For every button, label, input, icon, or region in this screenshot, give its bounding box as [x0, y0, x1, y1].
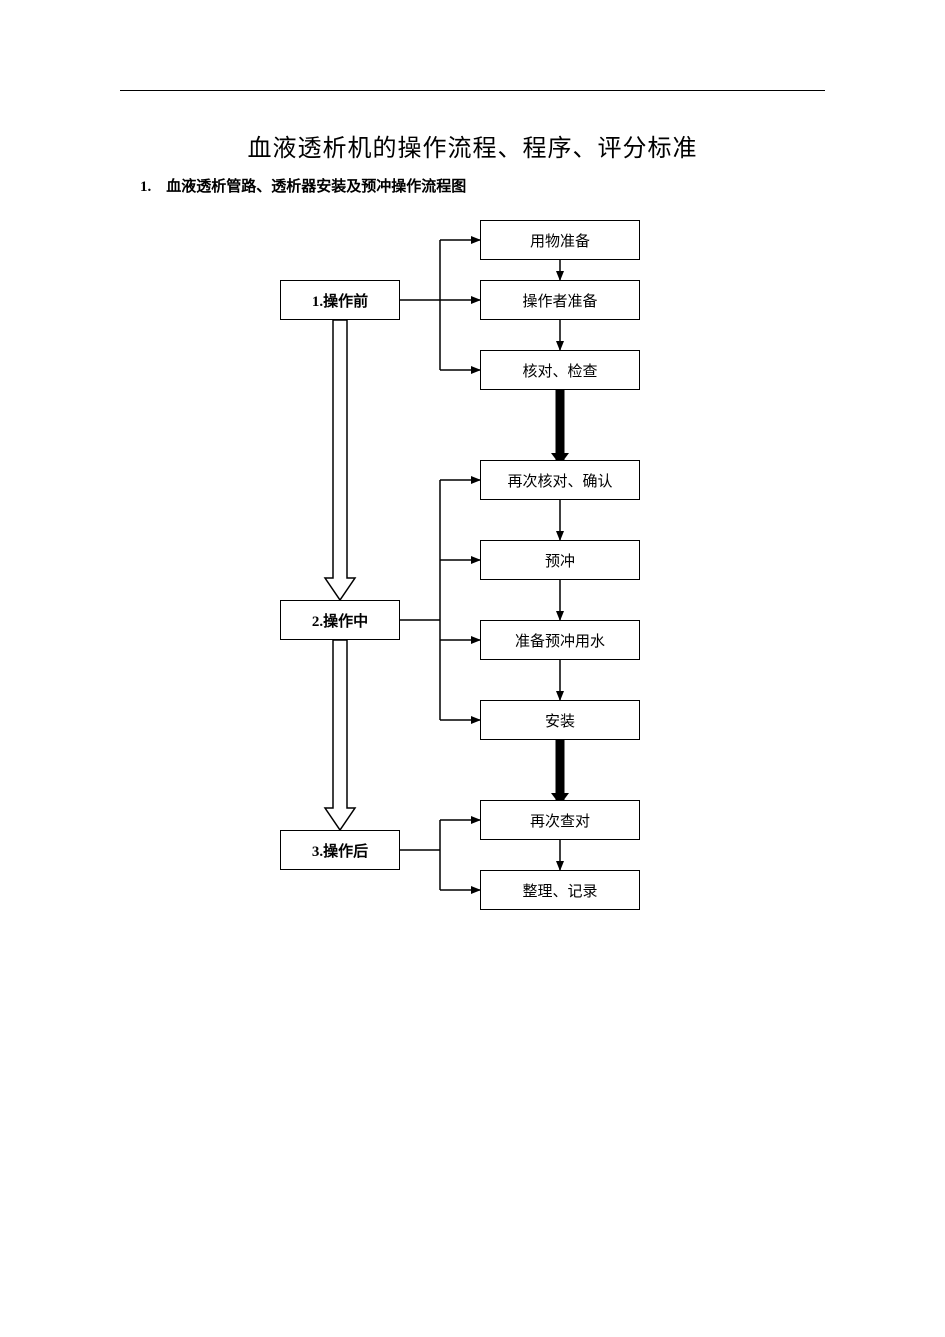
step-node: 再次核对、确认 [480, 460, 640, 500]
document-page: 血液透析机的操作流程、程序、评分标准 1. 血液透析管路、透析器安装及预冲操作流… [0, 0, 945, 1337]
stage-node: 1.操作前 [280, 280, 400, 320]
stage-node: 2.操作中 [280, 600, 400, 640]
step-node: 预冲 [480, 540, 640, 580]
step-node: 安装 [480, 700, 640, 740]
step-node: 用物准备 [480, 220, 640, 260]
step-node: 准备预冲用水 [480, 620, 640, 660]
flowchart: 1.操作前 2.操作中 3.操作后 用物准备操作者准备核对、检查再次核对、确认预冲准备… [0, 210, 945, 1010]
step-node: 操作者准备 [480, 280, 640, 320]
section-heading: 1. 血液透析管路、透析器安装及预冲操作流程图 [140, 175, 466, 196]
step-node: 再次查对 [480, 800, 640, 840]
page-title: 血液透析机的操作流程、程序、评分标准 [0, 128, 945, 163]
step-node: 整理、记录 [480, 870, 640, 910]
top-rule [120, 90, 825, 91]
stage-node: 3.操作后 [280, 830, 400, 870]
step-node: 核对、检查 [480, 350, 640, 390]
flowchart-connectors [0, 210, 945, 1010]
